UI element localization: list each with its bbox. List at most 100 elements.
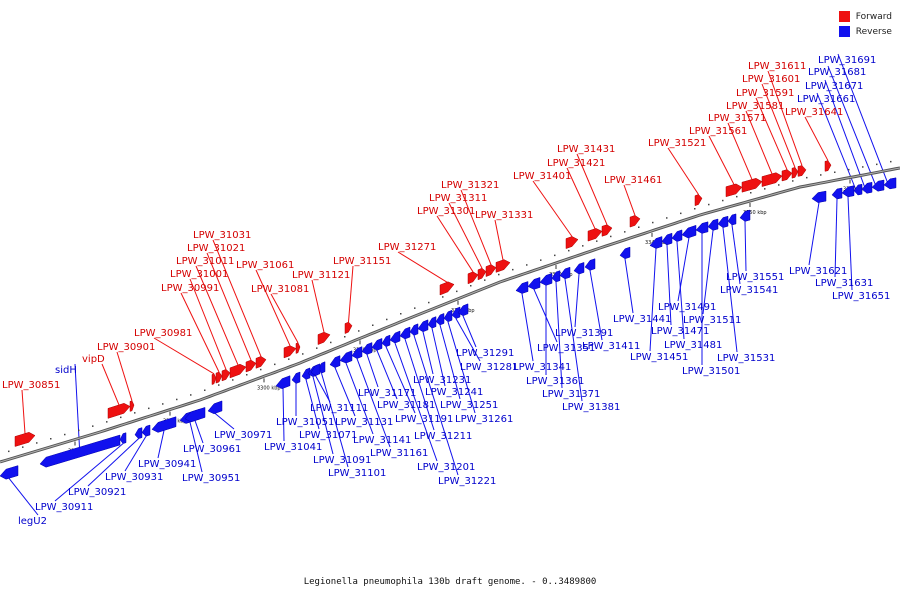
gene-arrow-lpw-31121	[317, 331, 331, 345]
minor-tick	[778, 184, 780, 186]
gene-arrow-lpw-31661	[853, 183, 863, 196]
minor-tick	[694, 208, 696, 210]
gene-label-lpw-31331: LPW_31331	[475, 210, 533, 221]
gene-connector	[311, 279, 325, 333]
gene-label-lpw-31021: LPW_31021	[187, 243, 245, 254]
gene-arrow-lpw-31211	[399, 326, 411, 340]
gene-label-lpw-31381: LPW_31381	[562, 402, 620, 413]
minor-tick	[750, 192, 752, 194]
minor-tick	[330, 341, 332, 344]
gene-arrow-lpw-31591	[781, 169, 793, 182]
gene-label-lpw-31161: LPW_31161	[370, 448, 428, 459]
minor-tick	[722, 199, 724, 202]
gene-label-lpw-31031: LPW_31031	[193, 230, 251, 241]
gene-label-lpw-31061: LPW_31061	[236, 260, 294, 271]
gene-connector	[101, 363, 120, 406]
gene-arrow-lpw-31451	[649, 236, 663, 249]
gene-connector	[116, 351, 133, 401]
minor-tick	[204, 389, 206, 391]
gene-label-lpw-31491: LPW_31491	[658, 302, 716, 313]
gene-arrow-lpw-31581	[761, 172, 783, 187]
gene-arrow-lpw-31461	[629, 215, 641, 228]
gene-arrow-lpw-31491	[681, 224, 697, 239]
gene-arrow-lpw-30921	[134, 427, 143, 439]
gene-connector	[270, 293, 299, 343]
gene-connector	[702, 230, 714, 315]
minor-tick	[876, 163, 878, 166]
gene-arrow-lpw-30851	[14, 432, 36, 447]
minor-tick	[848, 168, 850, 171]
gene-label-lpw-31251: LPW_31251	[440, 400, 498, 411]
gene-arrow-lpw-31391	[573, 262, 585, 275]
gene-label-lpw-31041: LPW_31041	[264, 442, 322, 453]
gene-connector	[153, 337, 215, 375]
gene-arrow-lpw-30981	[211, 373, 217, 385]
minor-tick	[400, 313, 402, 315]
gene-connector	[677, 237, 690, 302]
gene-arrow-lpw-30991	[215, 371, 223, 384]
gene-connector	[666, 244, 672, 326]
gene-arrow-lpw-31061	[283, 345, 297, 359]
minor-tick	[512, 268, 514, 271]
gene-connector	[436, 215, 474, 273]
legend-reverse-label: Reverse	[855, 26, 892, 37]
minor-tick	[736, 195, 738, 198]
gene-connector	[727, 122, 753, 180]
minor-tick	[36, 442, 38, 444]
gene-connector	[404, 338, 435, 431]
minor-tick	[120, 416, 122, 419]
gene-connector	[462, 315, 477, 348]
gene-connector	[564, 278, 583, 402]
gene-arrow-lpw-30961	[184, 407, 206, 423]
gene-arrow-lpw-31361	[539, 272, 553, 286]
gene-arrow-lpw-31381	[559, 266, 571, 280]
gene-connector	[455, 318, 481, 362]
gene-connector	[624, 258, 634, 314]
gene-label-vipd: vipD	[82, 354, 105, 365]
minor-tick	[288, 358, 290, 360]
reverse-swatch	[838, 26, 850, 37]
gene-arrow-legu2	[0, 465, 19, 480]
minor-tick	[456, 290, 458, 293]
gene-arrow-lpw-31501	[695, 221, 709, 234]
gene-connector	[589, 270, 603, 341]
gene-label-lpw-31551: LPW_31551	[726, 272, 784, 283]
backbone-highlight	[0, 167, 900, 463]
gene-connector	[305, 379, 320, 430]
minor-tick	[610, 235, 612, 238]
gene-label-lpw-30901: LPW_30901	[97, 342, 155, 353]
gene-arrow-lpw-31341	[515, 281, 529, 294]
gene-arrow-lpw-31311	[477, 267, 487, 281]
gene-arrow-lpw-31551	[739, 209, 751, 222]
minor-tick	[554, 254, 556, 257]
gene-connector	[157, 430, 165, 459]
minor-tick	[176, 398, 178, 401]
minor-tick	[358, 330, 360, 332]
gene-arrow-lpw-30971	[207, 400, 223, 415]
kbp-tick-label: 3350 kbp	[743, 210, 767, 216]
gene-label-lpw-31691: LPW_31691	[818, 55, 876, 66]
minor-tick	[64, 433, 66, 436]
gene-arrow-lpw-31171	[361, 342, 373, 355]
gene-connector	[397, 251, 448, 283]
gene-label-lpw-31521: LPW_31521	[648, 138, 706, 149]
gene-label-lpw-31571: LPW_31571	[708, 113, 766, 124]
minor-tick	[92, 425, 94, 427]
gene-label-lpw-31471: LPW_31471	[651, 326, 709, 337]
gene-label-lpw-31401: LPW_31401	[513, 171, 571, 182]
gene-connector	[321, 373, 349, 468]
gene-connector	[385, 346, 416, 414]
gene-connector	[394, 342, 438, 462]
gene-arrow-lpw-31401	[565, 236, 579, 249]
gene-arrow-lpw-30911	[119, 432, 127, 444]
gene-connector	[345, 362, 374, 435]
gene-arrow-lpw-31571	[741, 178, 763, 193]
gene-arrow-lpw-31191	[381, 334, 391, 347]
gene-label-lpw-30941: LPW_30941	[138, 459, 196, 470]
gene-connector	[555, 281, 563, 389]
gene-arrow-lpw-31271	[439, 281, 455, 296]
gene-arrow-lpw-31001	[221, 369, 231, 382]
gene-label-lpw-31511: LPW_31511	[683, 315, 741, 326]
